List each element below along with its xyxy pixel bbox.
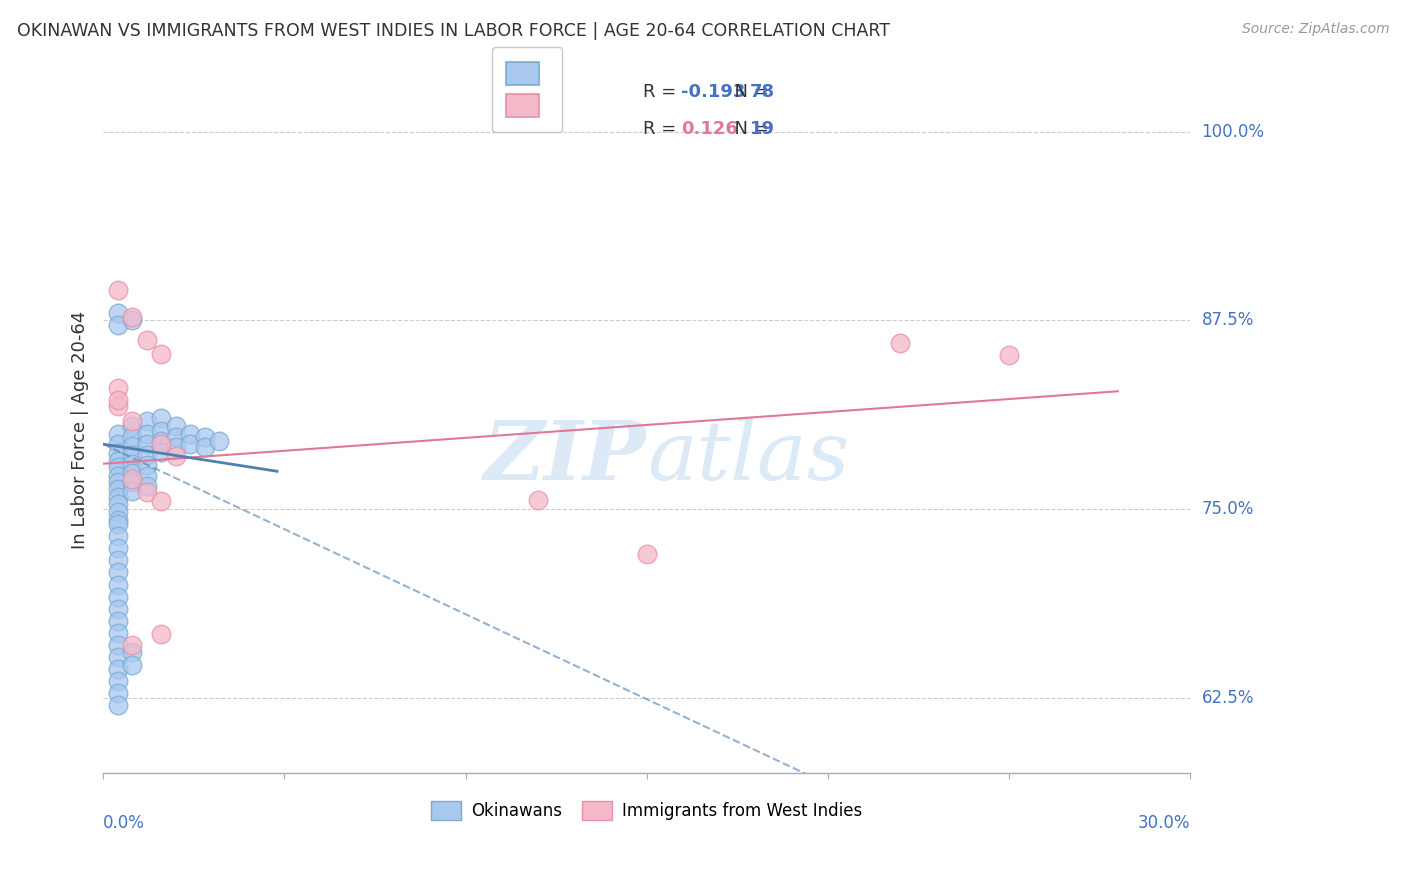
Point [998, 348, 1021, 362]
Point [107, 674, 129, 689]
Point [121, 439, 143, 453]
Point [135, 468, 157, 483]
Point [135, 479, 157, 493]
Point [165, 429, 187, 443]
Point [107, 459, 129, 474]
Point [107, 393, 129, 408]
Point [107, 468, 129, 483]
Text: 62.5%: 62.5% [1202, 689, 1254, 706]
Point [107, 638, 129, 652]
Point [107, 437, 129, 451]
Point [121, 657, 143, 672]
Point [107, 577, 129, 591]
Point [150, 346, 173, 360]
Point [121, 419, 143, 434]
Text: 78: 78 [749, 83, 775, 101]
Text: Source: ZipAtlas.com: Source: ZipAtlas.com [1241, 22, 1389, 37]
Text: ZIP: ZIP [484, 417, 647, 497]
Point [107, 662, 129, 676]
Point [107, 475, 129, 489]
Point [121, 638, 143, 652]
Point [107, 686, 129, 700]
Text: 75.0%: 75.0% [1202, 500, 1254, 518]
Point [107, 541, 129, 556]
Text: N =: N = [723, 83, 775, 101]
Point [107, 590, 129, 604]
Point [121, 472, 143, 486]
Point [135, 448, 157, 462]
Point [165, 449, 187, 463]
Point [121, 313, 143, 327]
Point [527, 493, 550, 508]
Point [107, 381, 129, 395]
Point [121, 645, 143, 659]
Text: R =: R = [643, 120, 688, 137]
Point [150, 411, 173, 425]
Point [135, 458, 157, 473]
Point [107, 283, 129, 297]
Text: atlas: atlas [647, 417, 849, 497]
Point [107, 553, 129, 567]
Point [107, 306, 129, 320]
Point [179, 426, 201, 441]
Point [150, 434, 173, 449]
Point [636, 547, 658, 561]
Point [150, 424, 173, 438]
Text: 30.0%: 30.0% [1137, 814, 1191, 832]
Point [107, 517, 129, 532]
Text: 0.126: 0.126 [681, 120, 738, 137]
Point [107, 490, 129, 504]
Point [135, 415, 157, 429]
Text: R =: R = [643, 83, 682, 101]
Point [107, 318, 129, 332]
Point [150, 494, 173, 508]
Point [107, 625, 129, 640]
Point [121, 483, 143, 498]
Text: OKINAWAN VS IMMIGRANTS FROM WEST INDIES IN LABOR FORCE | AGE 20-64 CORRELATION C: OKINAWAN VS IMMIGRANTS FROM WEST INDIES … [17, 22, 890, 40]
Text: 0.0%: 0.0% [103, 814, 145, 832]
Point [107, 566, 129, 580]
Point [107, 698, 129, 713]
Point [179, 437, 201, 451]
Text: -0.193: -0.193 [681, 83, 745, 101]
Point [107, 649, 129, 664]
Point [165, 419, 187, 434]
Point [121, 457, 143, 471]
Point [107, 498, 129, 512]
Legend: Okinawans, Immigrants from West Indies: Okinawans, Immigrants from West Indies [425, 794, 869, 827]
Point [208, 434, 231, 449]
Point [107, 529, 129, 543]
Point [121, 310, 143, 325]
Point [107, 483, 129, 497]
Point [135, 426, 157, 441]
Point [150, 444, 173, 458]
Point [107, 400, 129, 414]
Y-axis label: In Labor Force | Age 20-64: In Labor Force | Age 20-64 [72, 310, 89, 549]
Point [135, 333, 157, 347]
Point [135, 485, 157, 500]
Point [135, 437, 157, 451]
Point [107, 426, 129, 441]
Point [107, 454, 129, 468]
Point [889, 336, 911, 351]
Point [121, 415, 143, 429]
Point [107, 601, 129, 615]
Point [121, 466, 143, 480]
Point [107, 505, 129, 519]
Point [194, 440, 217, 454]
Point [165, 440, 187, 454]
Point [107, 614, 129, 628]
Text: 19: 19 [749, 120, 775, 137]
Text: 87.5%: 87.5% [1202, 311, 1254, 329]
Point [121, 429, 143, 443]
Point [107, 446, 129, 460]
Point [107, 513, 129, 527]
Point [121, 448, 143, 462]
Point [150, 437, 173, 451]
Point [150, 627, 173, 641]
Point [194, 429, 217, 443]
Text: N =: N = [723, 120, 775, 137]
Text: 100.0%: 100.0% [1202, 122, 1264, 141]
Point [121, 475, 143, 489]
